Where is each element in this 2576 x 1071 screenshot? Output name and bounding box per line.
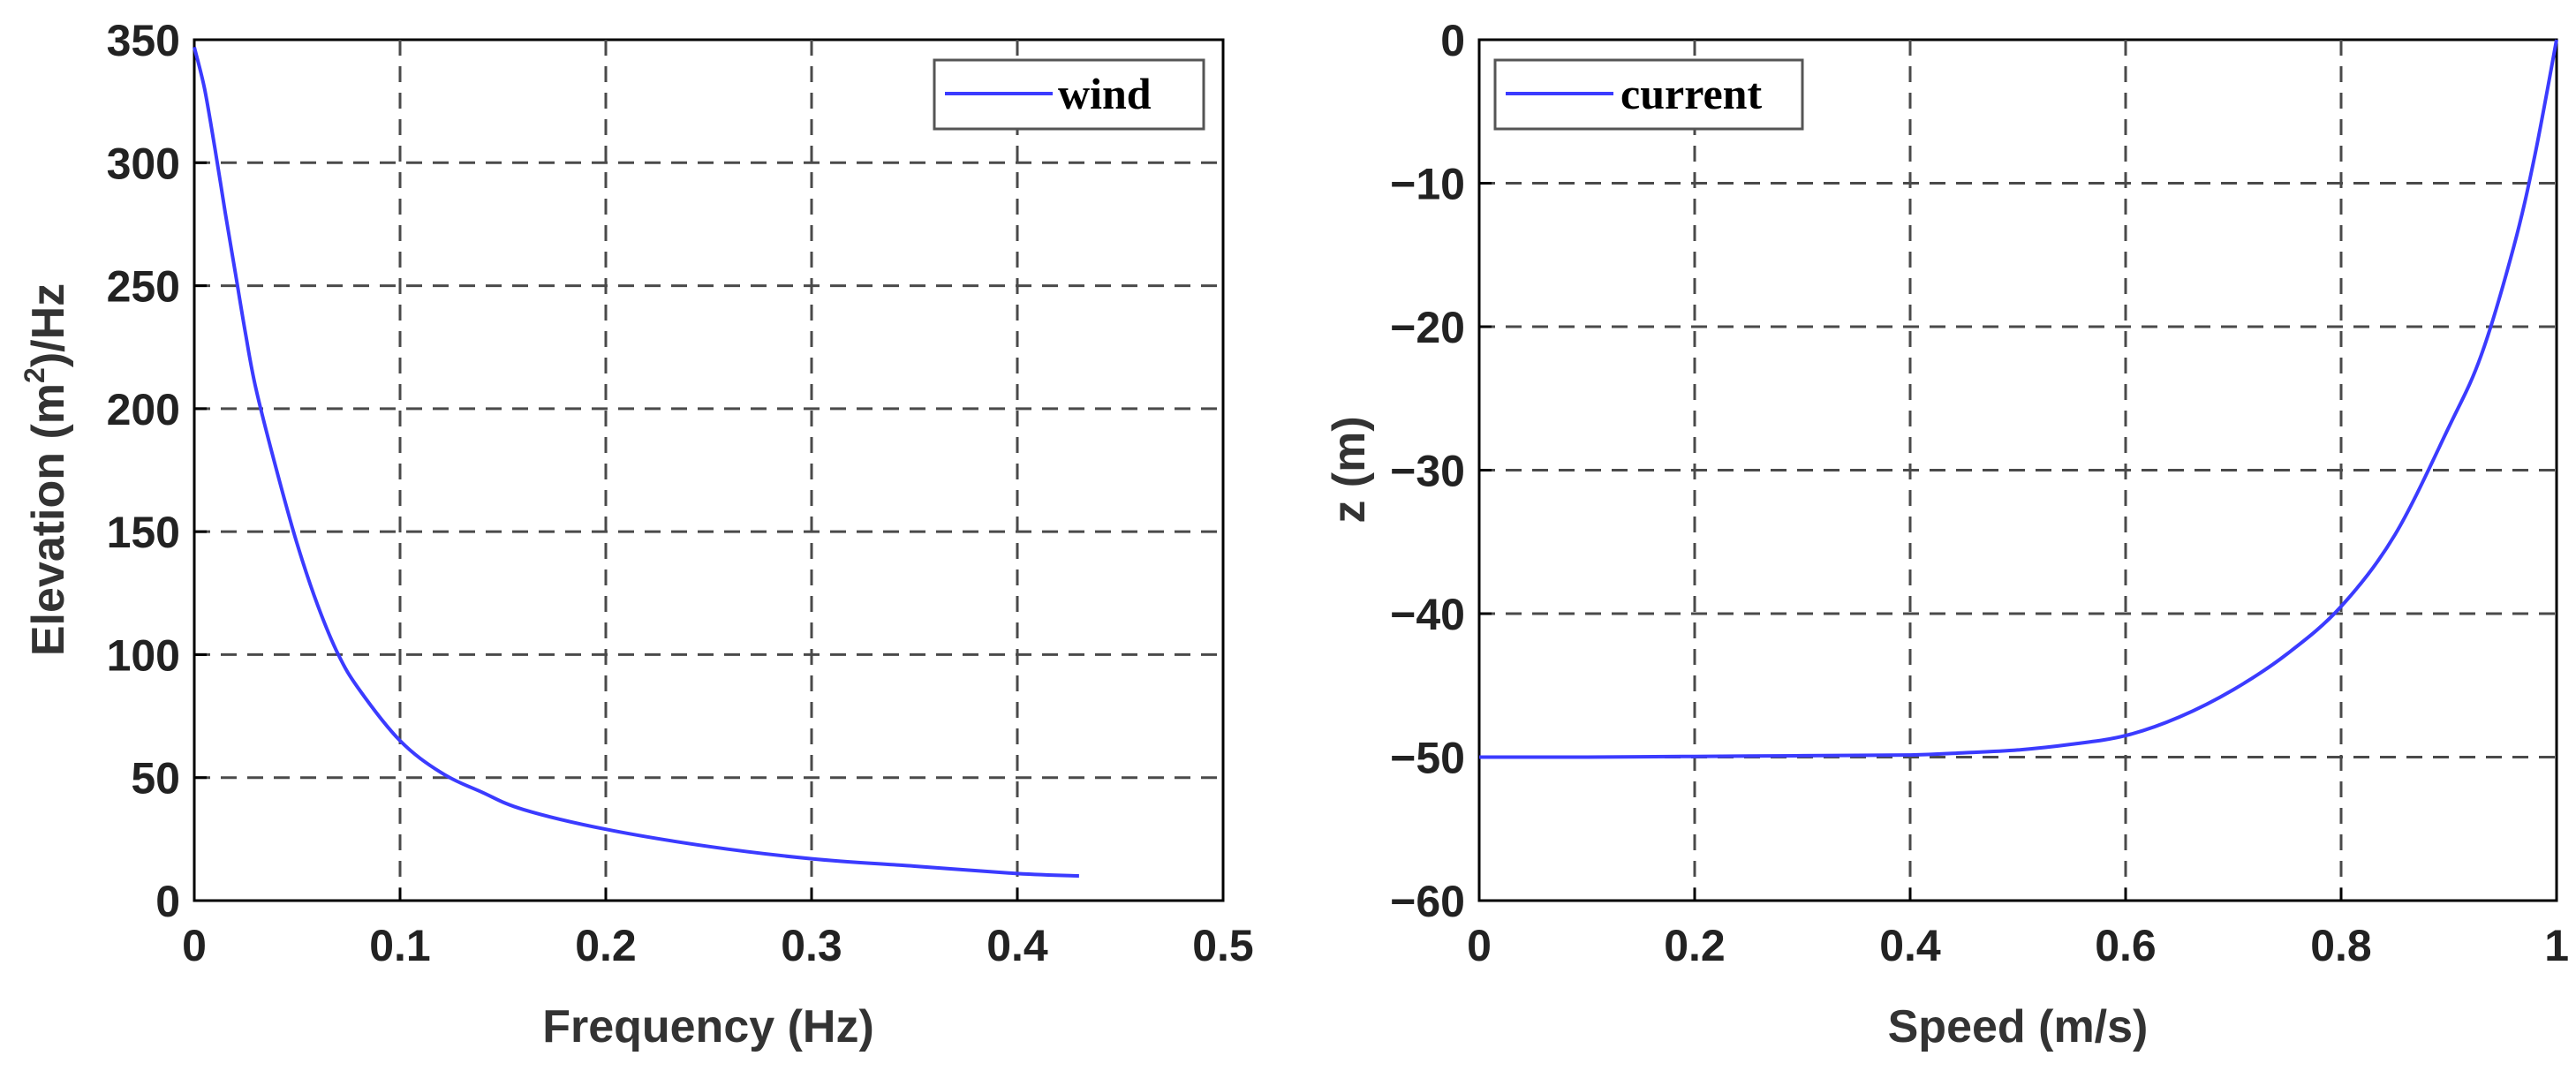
wind-y-tick-label: 150 (107, 508, 180, 557)
current-y-tick-label: −60 (1390, 877, 1465, 926)
current-y-tick-label: 0 (1440, 16, 1465, 65)
current-y-tick-label: −30 (1390, 447, 1465, 496)
current-legend: current (1493, 58, 1804, 131)
wind-x-tick-label: 0.4 (986, 921, 1048, 970)
current-x-tick-label: 0.8 (2310, 921, 2372, 970)
current-y-tick-labels: −60 −50 −40 −30 −20 −10 0 (1390, 16, 1465, 926)
wind-series-line (193, 46, 1079, 879)
current-x-tick-label: 1 (2544, 921, 2569, 970)
current-legend-label: current (1620, 69, 1762, 118)
current-y-tick-label: −10 (1390, 160, 1465, 209)
wind-y-tick-label: 0 (155, 877, 180, 926)
wind-legend-label: wind (1058, 69, 1152, 118)
wind-y-tick-label: 350 (107, 16, 180, 65)
wind-x-tick-label: 0.5 (1192, 921, 1254, 970)
wind-x-tick-label: 0.3 (781, 921, 842, 970)
wind-y-axis-label: Elevation (m2)/Hz (19, 283, 74, 656)
current-series-line (1478, 39, 2558, 759)
current-x-tick-label: 0.4 (1879, 921, 1941, 970)
wind-legend: wind (933, 58, 1205, 131)
wind-y-tick-label: 250 (107, 262, 180, 312)
current-x-tick-label: 0 (1467, 921, 1492, 970)
current-x-tick-label: 0.2 (1664, 921, 1726, 970)
current-y-tick-label: −40 (1390, 590, 1465, 639)
wind-x-axis-label: Frequency (Hz) (542, 1001, 874, 1052)
wind-y-tick-labels: 0 50 100 150 200 250 300 350 (107, 16, 180, 926)
current-chart: 0 0.2 0.4 0.6 0.8 1 −60 −50 −40 −30 −20 −10 0 Speed… (1324, 16, 2569, 1052)
wind-y-axis-label-prefix: Elevation (m (23, 383, 74, 656)
wind-y-tick-label: 200 (107, 385, 180, 434)
current-y-axis-label: z (m) (1324, 416, 1375, 523)
wind-plot-area (193, 38, 1225, 902)
wind-x-tick-label: 0 (182, 921, 207, 970)
wind-grid (194, 40, 1223, 901)
wind-y-tick-label: 300 (107, 139, 180, 188)
wind-x-tick-labels: 0 0.1 0.2 0.3 0.4 0.5 (182, 921, 1254, 970)
current-y-tick-label: −50 (1390, 734, 1465, 783)
wind-chart: 0 0.1 0.2 0.3 0.4 0.5 0 50 100 150 200 250 300 350 F… (19, 16, 1254, 1052)
current-x-axis-label: Speed (m/s) (1888, 1001, 2149, 1052)
current-grid (1479, 40, 2557, 901)
wind-y-tick-label: 100 (107, 630, 180, 680)
wind-x-tick-label: 0.2 (575, 921, 637, 970)
wind-ticks (193, 38, 1225, 902)
current-x-tick-labels: 0 0.2 0.4 0.6 0.8 1 (1467, 921, 2569, 970)
current-x-tick-label: 0.6 (2095, 921, 2157, 970)
wind-x-tick-label: 0.1 (369, 921, 431, 970)
wind-y-axis-label-sup: 2 (19, 367, 50, 383)
wind-y-axis-label-suffix: )/Hz (23, 283, 74, 367)
wind-y-tick-label: 50 (131, 754, 180, 803)
current-y-tick-label: −20 (1390, 303, 1465, 352)
